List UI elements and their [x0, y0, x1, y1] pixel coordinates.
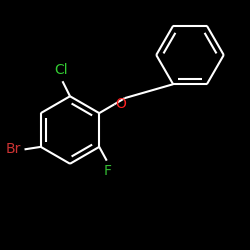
- Text: O: O: [116, 97, 126, 111]
- Text: F: F: [104, 164, 112, 178]
- Text: Cl: Cl: [54, 64, 68, 78]
- Text: Br: Br: [6, 142, 21, 156]
